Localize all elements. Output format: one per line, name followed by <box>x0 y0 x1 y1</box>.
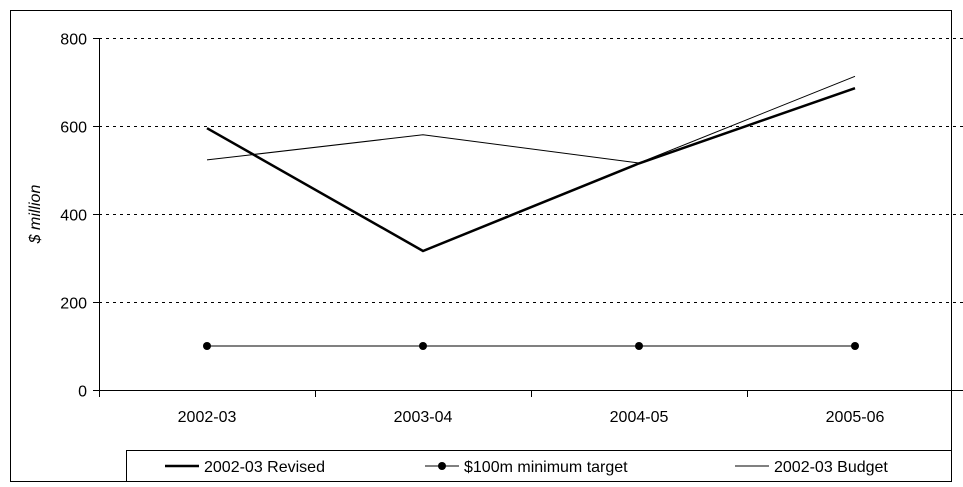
legend-marker <box>438 462 446 470</box>
x-tick-label: 2002-03 <box>178 409 237 426</box>
legend-label: 2002-03 Revised <box>204 459 325 476</box>
series-line <box>206 75 856 164</box>
x-tick-label: 2005-06 <box>826 409 885 426</box>
chart-area-border <box>10 10 952 482</box>
y-tick-label: 0 <box>78 384 87 401</box>
y-axis-label: $ million <box>27 185 44 245</box>
axes: 0 200 400 600 800 2002-03 2003-04 2004-05 2005-0… <box>60 32 963 426</box>
x-tick-label: 2003-04 <box>394 409 453 426</box>
data-point-marker <box>635 342 643 350</box>
data-point-marker <box>203 342 211 350</box>
legend-box <box>126 450 952 482</box>
y-tick-label: 600 <box>60 120 87 137</box>
x-tick-label: 2004-05 <box>610 409 669 426</box>
series-line <box>206 87 856 253</box>
y-tick-label: 200 <box>60 296 87 313</box>
y-tick-label: 800 <box>60 32 87 49</box>
legend-label: $100m minimum target <box>464 459 628 476</box>
y-tick-label: 400 <box>60 208 87 225</box>
series <box>203 75 859 350</box>
legend: 2002-03 Revised $100m minimum target 2002-… <box>126 450 952 482</box>
data-point-marker <box>419 342 427 350</box>
legend-label: 2002-03 Budget <box>774 459 888 476</box>
data-point-marker <box>851 342 859 350</box>
